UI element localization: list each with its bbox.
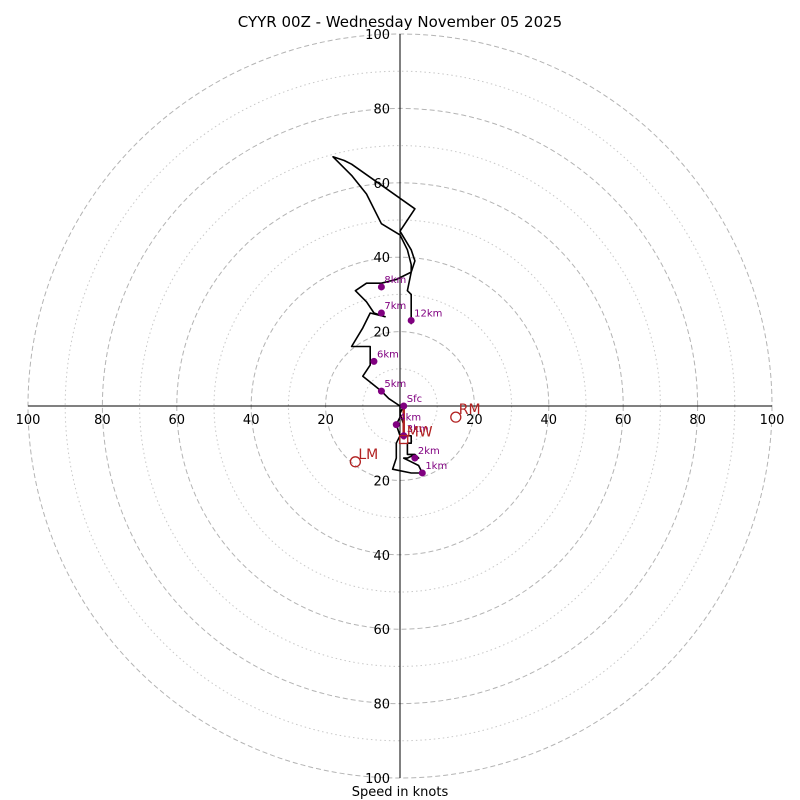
- x-axis-label: Speed in knots: [352, 785, 449, 800]
- height-label-4km: 4km: [399, 413, 421, 424]
- tick-labels: 100 80 60 40 20 20 40 60 80 100100806040202040608…: [16, 28, 785, 787]
- x-tick-label: 60: [169, 413, 186, 428]
- mean-wind-marker: [399, 434, 409, 445]
- x-tick-label: 100: [16, 413, 41, 428]
- y-tick-label: 100: [365, 28, 390, 43]
- height-label-7km: 7km: [384, 301, 406, 312]
- x-tick-label: 100: [760, 413, 785, 428]
- storm-motion-rm-label: RM: [459, 402, 481, 418]
- storm-motion-markers: RM LM MW: [349, 402, 481, 468]
- height-label-2km: 2km: [418, 446, 440, 457]
- height-marker-2km: [411, 454, 419, 462]
- height-marker-4km: [392, 421, 400, 429]
- y-tick-label: 60: [373, 623, 390, 638]
- height-marker-1km: [418, 469, 426, 477]
- height-marker-7km: [377, 309, 385, 317]
- height-label-1km: 1km: [425, 461, 447, 472]
- y-tick-label: 100: [365, 772, 390, 787]
- y-tick-label: 40: [373, 251, 390, 266]
- x-tick-label: 80: [94, 413, 111, 428]
- height-label-3km: 3km: [407, 424, 429, 435]
- y-tick-label: 20: [373, 474, 390, 489]
- height-marker-6km: [370, 357, 378, 365]
- height-label-12km: 12km: [414, 308, 442, 319]
- y-tick-label: 40: [373, 549, 390, 564]
- y-tick-label: 20: [373, 326, 390, 341]
- height-label-8km: 8km: [384, 275, 406, 286]
- y-tick-label: 80: [373, 698, 390, 713]
- storm-motion-rm-marker: [450, 411, 462, 423]
- storm-motion-mw-label: MW: [407, 424, 433, 440]
- height-label-6km: 6km: [377, 349, 399, 360]
- storm-motion-lm-marker: [349, 456, 362, 468]
- storm-motion-lm-label: LM: [358, 447, 378, 463]
- x-tick-label: 80: [689, 413, 706, 428]
- x-tick-label: 60: [615, 413, 632, 428]
- height-marker-8km: [377, 283, 385, 291]
- height-marker-12km: [407, 316, 415, 324]
- chart-title: CYYR 00Z - Wednesday November 05 2025: [238, 13, 562, 31]
- height-marker-sfc: [400, 402, 408, 410]
- x-tick-label: 20: [317, 413, 334, 428]
- height-label-sfc: Sfc: [407, 394, 422, 405]
- height-marker-5km: [377, 387, 385, 395]
- x-tick-label: 20: [466, 413, 483, 428]
- y-tick-label: 80: [373, 102, 390, 117]
- x-tick-label: 40: [243, 413, 260, 428]
- height-label-5km: 5km: [384, 379, 406, 390]
- x-tick-label: 40: [541, 413, 558, 428]
